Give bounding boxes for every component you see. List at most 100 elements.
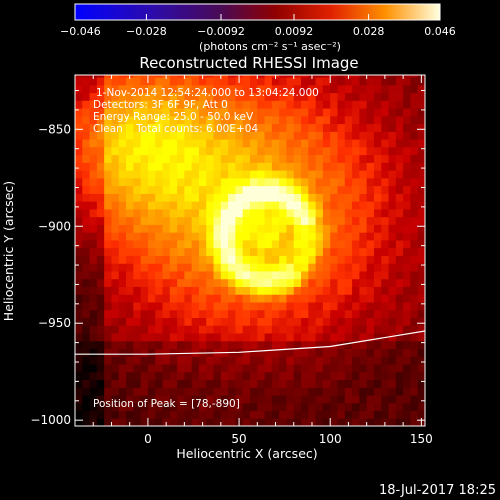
- heatmap-pixel: [104, 340, 113, 350]
- heatmap-pixel: [235, 309, 244, 319]
- heatmap-pixel: [417, 201, 425, 210]
- heatmap-pixel: [89, 340, 98, 350]
- heatmap-pixel: [410, 146, 419, 156]
- heatmap-pixel: [111, 201, 120, 210]
- heatmap-pixel: [257, 301, 266, 311]
- heatmap-pixel: [344, 216, 353, 225]
- heatmap-pixel: [395, 286, 404, 295]
- heatmap-pixel: [330, 84, 339, 94]
- heatmap-pixel: [191, 76, 200, 86]
- heatmap-pixel: [344, 115, 353, 125]
- heatmap-pixel: [381, 146, 390, 156]
- heatmap-pixel: [395, 340, 404, 350]
- heatmap-pixel: [126, 348, 134, 357]
- heatmap-pixel: [403, 115, 412, 125]
- heatmap-pixel: [191, 270, 200, 280]
- heatmap-pixel: [366, 224, 375, 233]
- heatmap-pixel: [235, 286, 244, 295]
- heatmap-pixel: [177, 247, 185, 256]
- heatmap-pixel: [417, 193, 425, 202]
- heatmap-pixel: [96, 418, 105, 426]
- heatmap-pixel: [104, 208, 113, 218]
- heatmap-pixel: [410, 216, 419, 225]
- heatmap-pixel: [388, 402, 397, 412]
- heatmap-pixel: [206, 216, 215, 225]
- heatmap-pixel: [228, 363, 237, 373]
- heatmap-pixel: [89, 201, 98, 210]
- heatmap-pixel: [104, 232, 113, 241]
- heatmap-pixel: [308, 332, 317, 342]
- heatmap-pixel: [96, 201, 105, 210]
- heatmap-pixel: [301, 76, 309, 86]
- heatmap-pixel: [177, 216, 185, 225]
- heatmap-pixel: [206, 356, 215, 365]
- heatmap-pixel: [250, 286, 258, 295]
- heatmap-pixel: [242, 100, 251, 109]
- heatmap-pixel: [308, 123, 317, 132]
- heatmap-pixel: [147, 255, 156, 264]
- heatmap-pixel: [337, 356, 346, 365]
- heatmap-pixel: [308, 371, 317, 381]
- heatmap-pixel: [75, 371, 83, 381]
- heatmap-pixel: [381, 76, 390, 86]
- heatmap-pixel: [111, 255, 120, 264]
- heatmap-pixel: [104, 371, 113, 381]
- heatmap-pixel: [271, 363, 280, 373]
- heatmap-pixel: [352, 92, 360, 101]
- heatmap-pixel: [118, 84, 127, 94]
- heatmap-pixel: [315, 418, 324, 426]
- heatmap-pixel: [279, 75, 288, 78]
- heatmap-pixel: [220, 177, 229, 187]
- heatmap-pixel: [220, 278, 229, 287]
- heatmap-pixel: [133, 84, 142, 94]
- heatmap-pixel: [147, 107, 156, 117]
- heatmap-pixel: [191, 170, 200, 179]
- heatmap-pixel: [111, 332, 120, 342]
- heatmap-pixel: [344, 154, 353, 163]
- heatmap-pixel: [220, 232, 229, 241]
- heatmap-pixel: [191, 371, 200, 381]
- heatmap-pixel: [381, 402, 390, 412]
- heatmap-pixel: [322, 76, 331, 86]
- heatmap-pixel: [89, 216, 98, 225]
- heatmap-pixel: [169, 76, 178, 86]
- heatmap-pixel: [301, 402, 309, 412]
- heatmap-pixel: [177, 75, 185, 78]
- heatmap-pixel: [301, 146, 309, 156]
- heatmap-pixel: [89, 371, 98, 381]
- heatmap-pixel: [220, 418, 229, 426]
- heatmap-pixel: [337, 84, 346, 94]
- heatmap-pixel: [417, 340, 425, 350]
- heatmap-pixel: [344, 92, 353, 101]
- heatmap-pixel: [257, 286, 266, 295]
- heatmap-pixel: [89, 348, 98, 357]
- heatmap-pixel: [177, 418, 185, 426]
- heatmap-pixel: [140, 278, 149, 287]
- heatmap-pixel: [177, 208, 185, 218]
- heatmap-pixel: [235, 379, 244, 388]
- heatmap-pixel: [301, 263, 309, 272]
- heatmap-pixel: [373, 348, 382, 357]
- heatmap-pixel: [89, 232, 98, 241]
- heatmap-pixel: [177, 224, 185, 233]
- heatmap-pixel: [177, 123, 185, 132]
- heatmap-pixel: [220, 75, 229, 78]
- heatmap-pixel: [220, 294, 229, 303]
- heatmap-pixel: [403, 356, 412, 365]
- heatmap-pixel: [373, 301, 382, 311]
- heatmap-pixel: [366, 92, 375, 101]
- heatmap-pixel: [271, 162, 280, 171]
- heatmap-pixel: [403, 146, 412, 156]
- heatmap-pixel: [206, 232, 215, 241]
- heatmap-pixel: [82, 379, 91, 388]
- heatmap-pixel: [352, 177, 360, 187]
- heatmap-pixel: [381, 239, 390, 249]
- heatmap-pixel: [395, 138, 404, 148]
- heatmap-pixel: [184, 84, 193, 94]
- heatmap-pixel: [169, 332, 178, 342]
- heatmap-pixel: [213, 216, 222, 225]
- heatmap-pixel: [381, 371, 390, 381]
- heatmap-pixel: [184, 177, 193, 187]
- heatmap-pixel: [410, 325, 419, 334]
- heatmap-pixel: [257, 294, 266, 303]
